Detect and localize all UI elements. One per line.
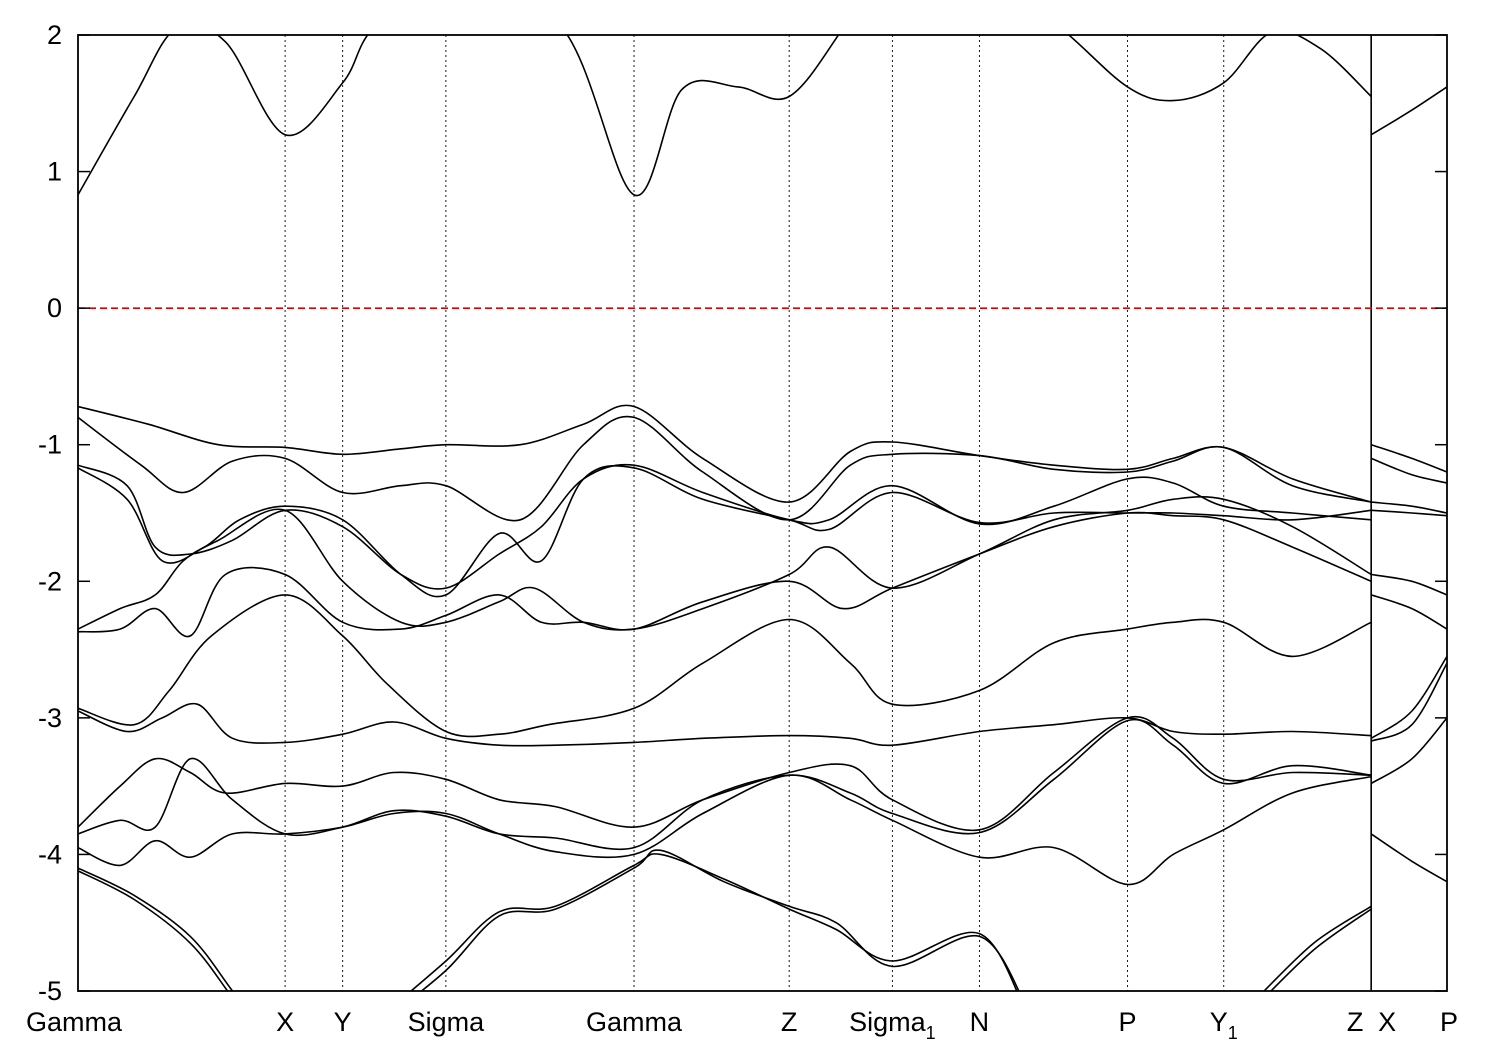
band-line — [78, 463, 1372, 590]
band-line — [1371, 501, 1447, 514]
x-tick-label-main: Z — [1347, 1007, 1364, 1037]
band-line — [78, 511, 1372, 638]
x-tick-label: N — [970, 1007, 990, 1037]
band-line — [78, 594, 1372, 738]
y-tick-label: 0 — [47, 293, 62, 323]
x-tick-label-main: X — [276, 1007, 294, 1037]
x-tick-label: X — [276, 1007, 294, 1037]
band-line — [1371, 573, 1447, 596]
band-line — [78, 870, 229, 991]
band-line — [1370, 457, 1447, 484]
x-tick-label: P — [1440, 1007, 1458, 1037]
y-tick-label: -1 — [38, 430, 62, 460]
x-tick-label: Y — [334, 1007, 352, 1037]
band-line — [78, 774, 1372, 886]
band-line — [78, 35, 1372, 197]
x-tick-label-main: Y — [334, 1007, 352, 1037]
x-tick-label-main: Y — [1210, 1007, 1228, 1037]
x-tick-label: Y1 — [1210, 1007, 1238, 1043]
band-line — [78, 404, 1372, 503]
x-tick-label: X — [1378, 1007, 1396, 1037]
plot-area — [78, 35, 1447, 991]
x-tick-label: Z — [1347, 1007, 1364, 1037]
x-tick-label: Sigma1 — [849, 1007, 936, 1043]
x-tick-label-subscript: 1 — [1228, 1023, 1238, 1043]
x-tick-label-main: X — [1378, 1007, 1396, 1037]
band-line — [1269, 908, 1372, 991]
band-line — [1370, 655, 1447, 739]
bands — [78, 35, 1447, 991]
x-tick-label-main: Gamma — [586, 1007, 683, 1037]
band-line — [1370, 662, 1447, 742]
x-tick-label-main: Gamma — [26, 1007, 123, 1037]
band-line — [1371, 509, 1447, 517]
band-line — [78, 415, 1372, 522]
y-tick-label: -2 — [38, 566, 62, 596]
x-tick-label: Z — [781, 1007, 798, 1037]
x-tick-label: Gamma — [586, 1007, 683, 1037]
band-line — [409, 853, 1018, 991]
x-tick-label-main: Sigma — [408, 1007, 486, 1037]
plot-frame — [77, 34, 1448, 992]
x-tick-label: P — [1119, 1007, 1137, 1037]
x-tick-label-main: P — [1440, 1007, 1458, 1037]
y-tick-label: -5 — [38, 976, 62, 1006]
y-tick-label: 1 — [47, 157, 62, 187]
band-line — [1263, 905, 1372, 991]
y-tick-label: -4 — [38, 839, 62, 869]
band-line — [1370, 833, 1447, 883]
band-line — [78, 867, 234, 991]
x-tick-label-subscript: 1 — [926, 1023, 936, 1043]
x-tick-label-main: N — [970, 1007, 990, 1037]
x-tick-label-main: Z — [781, 1007, 798, 1037]
x-tick-label-main: Sigma — [849, 1007, 927, 1037]
y-tick-label: 2 — [47, 20, 62, 50]
x-tick-label-main: P — [1119, 1007, 1137, 1037]
y-tick-label: -3 — [38, 703, 62, 733]
band-line — [78, 718, 1372, 851]
band-line — [1370, 594, 1447, 630]
band-line — [1370, 443, 1447, 473]
band-line — [1370, 86, 1447, 136]
x-tick-label: Gamma — [26, 1007, 123, 1037]
x-tick-label: Sigma — [408, 1007, 486, 1037]
band-line — [1370, 717, 1447, 785]
